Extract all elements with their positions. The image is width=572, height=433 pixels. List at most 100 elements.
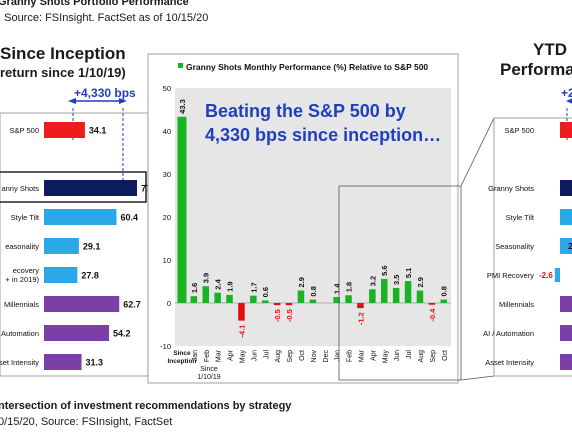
left-row-label-1: anny Shots — [1, 184, 39, 193]
left-bar-chart: +4,330 bps 34.1S&P 50077.5anny Shots60.4… — [0, 86, 159, 377]
month-bar-20 — [416, 290, 424, 303]
month-bar-8 — [273, 303, 281, 306]
x-tick-label-16: Apr — [370, 349, 377, 361]
right-panel-title-line1: YTD — [533, 40, 567, 59]
month-value-6: 1.7 — [249, 282, 258, 292]
x-sublabel-line1: Since — [200, 366, 218, 373]
month-bar-1 — [190, 296, 198, 303]
month-value-21: -0.4 — [428, 308, 437, 322]
left-row-label-7: set Intensity — [0, 358, 39, 367]
month-bar-9 — [285, 303, 293, 306]
month-value-20: 2.9 — [416, 277, 425, 287]
month-bar-4 — [226, 294, 233, 303]
y-tick-label-0: 50 — [163, 84, 171, 93]
x-tick-label-20: Aug — [418, 350, 425, 363]
month-value-10: 2.9 — [297, 277, 306, 287]
month-bar-6 — [250, 295, 257, 303]
x-tick-label-0-line2: Inception — [168, 358, 197, 365]
x-tick-label-12: Dec — [323, 350, 330, 363]
x-tick-label-6: Jun — [251, 350, 258, 361]
month-bar-11 — [309, 299, 317, 303]
month-value-1: 1.6 — [190, 283, 199, 293]
footer-note: ntersection of investment recommendation… — [0, 400, 292, 412]
y-tick-label-4: 10 — [163, 256, 171, 265]
left-row-label-6: Automation — [1, 329, 39, 338]
month-value-5: -4.1 — [237, 325, 246, 338]
x-tick-label-8: Aug — [275, 350, 282, 363]
left-bracket-arrow-right — [119, 98, 127, 104]
x-sublabel-line2: 1/10/19 — [197, 374, 220, 381]
left-bar-value-0: 34.1 — [89, 126, 107, 136]
month-value-15: -1.2 — [356, 312, 365, 325]
y-tick-label-1: 40 — [163, 127, 171, 136]
left-bracket-label: +4,330 bps — [74, 86, 136, 100]
x-tick-label-15: Mar — [358, 349, 365, 362]
month-bar-10 — [297, 290, 305, 303]
x-tick-label-21: Sep — [430, 350, 437, 363]
right-bracket-label: +2 — [561, 86, 572, 100]
monthly-performance-chart: Granny Shots Monthly Performance (%) Rel… — [147, 53, 495, 384]
left-bar-0 — [44, 122, 85, 138]
month-bar-13 — [333, 296, 340, 303]
month-bar-0 — [177, 116, 187, 303]
x-tick-label-3: Mar — [216, 349, 223, 362]
right-bar-6 — [560, 325, 572, 341]
right-row-label-3: Seasonality — [495, 242, 534, 251]
x-tick-label-9: Sep — [287, 350, 294, 363]
right-bar-2 — [560, 209, 572, 225]
right-bar-7 — [560, 354, 572, 370]
left-bar-value-7: 31.3 — [86, 358, 104, 368]
left-bar-2 — [44, 209, 117, 225]
month-bar-22 — [440, 299, 447, 303]
y-tick-label-2: 30 — [163, 170, 171, 179]
right-bar-4 — [554, 268, 560, 282]
left-bracket-arrow-left — [68, 98, 76, 104]
right-bar-3 — [560, 238, 572, 254]
left-row-label-2: Style Tilt — [11, 213, 40, 222]
right-row-label-0: S&P 500 — [505, 126, 534, 135]
ytd-highlight-box — [338, 185, 462, 381]
ytd-connector-top — [460, 117, 495, 187]
ytd-bar-chart: +2 S&P 500 Granny Shots Style Tilt Seasonal… — [483, 86, 572, 377]
month-bar-16 — [369, 289, 376, 303]
x-tick-label-11: Nov — [311, 350, 318, 363]
month-bar-19 — [404, 281, 412, 303]
month-bar-21 — [428, 303, 436, 305]
x-tick-label-19: Jul — [406, 350, 413, 359]
x-tick-label-0-line1: Since — [173, 350, 191, 357]
month-value-3: 2.4 — [214, 278, 223, 289]
month-bar-7 — [262, 300, 269, 303]
right-row-label-6: AI / Automation — [483, 329, 534, 338]
right-bar-0 — [560, 122, 572, 138]
x-tick-label-13: Jan — [335, 350, 342, 361]
month-value-11: 0.8 — [309, 286, 318, 296]
month-value-14: 1.8 — [345, 282, 354, 292]
ytd-connector-bottom — [460, 375, 495, 381]
callout-line1: Beating the S&P 500 by — [205, 101, 406, 121]
y-tick-label-3: 20 — [163, 213, 171, 222]
right-bar-value-3: 2 — [568, 241, 572, 251]
left-panel-title: Since Inception — [0, 44, 126, 63]
granny-highlight-box — [0, 171, 147, 203]
left-panel-subtitle: return since 1/10/19) — [0, 65, 126, 80]
month-value-7: 0.6 — [261, 287, 270, 297]
page-source-note: , Source: FSInsight. FactSet as of 10/15… — [0, 12, 209, 24]
month-value-18: 3.5 — [392, 275, 401, 285]
left-bar-value-5: 62.7 — [123, 300, 141, 310]
right-row-label-2: Style Tilt — [506, 213, 535, 222]
y-tick-label-6: -10 — [160, 342, 171, 351]
right-panel-title-line2: Performa — [500, 60, 572, 79]
month-value-17: 5.6 — [380, 265, 389, 275]
left-row-label-4: ecovery — [13, 266, 40, 275]
right-bar-value-4: -2.6 — [539, 271, 553, 280]
left-row-label-3: easonality — [5, 242, 39, 251]
month-value-8: -0.5 — [273, 309, 282, 322]
right-bar-1 — [560, 180, 572, 196]
x-tick-label-22: Oct — [442, 350, 449, 361]
left-bar-6 — [44, 325, 110, 341]
left-bar-5 — [44, 296, 120, 312]
month-value-0: 43.3 — [178, 99, 187, 114]
month-bar-18 — [392, 287, 400, 303]
x-tick-label-10: Oct — [299, 350, 306, 361]
callout-line2: 4,330 bps since inception… — [205, 125, 441, 145]
